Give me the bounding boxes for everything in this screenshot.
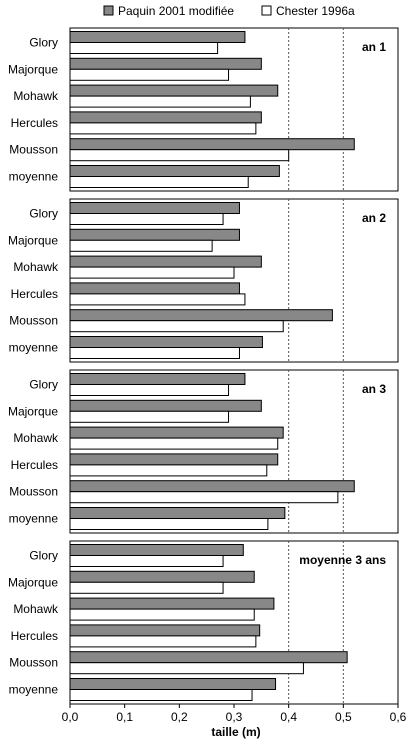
bar-chester — [69, 347, 240, 359]
bar-chester — [69, 662, 304, 675]
bar-paquin — [69, 228, 240, 241]
x-axis-title: taille (m) — [211, 725, 260, 739]
x-tick-label: 0,6 — [390, 710, 407, 724]
category-label: Mohawk — [13, 89, 59, 103]
x-tick-label: 0,5 — [335, 710, 352, 724]
panel-label: moyenne 3 ans — [299, 553, 386, 567]
category-label: moyenne — [9, 170, 59, 184]
bar-paquin — [69, 507, 286, 519]
bar-chester — [69, 266, 235, 279]
category-label: Hercules — [11, 116, 58, 130]
bar-chester — [69, 635, 257, 648]
category-label: moyenne — [9, 341, 59, 355]
x-tick-label: 0,2 — [171, 710, 188, 724]
bar-paquin — [69, 31, 246, 43]
bar-paquin — [69, 282, 240, 295]
x-tick-label: 0,0 — [62, 710, 79, 724]
bar-chester — [69, 437, 279, 450]
bar-paquin — [69, 336, 263, 348]
category-label: Majorque — [8, 404, 58, 418]
bar-chester — [69, 68, 230, 81]
bar-paquin — [69, 399, 262, 412]
panel-label: an 1 — [362, 40, 386, 54]
category-label: Glory — [29, 207, 58, 221]
bar-chester — [69, 491, 339, 504]
bar-paquin — [69, 202, 240, 214]
bar-paquin — [69, 544, 244, 556]
x-tick-label: 0,4 — [280, 710, 297, 724]
x-tick-label: 0,1 — [116, 710, 133, 724]
bar-paquin — [69, 373, 246, 385]
category-label: Mohawk — [13, 260, 59, 274]
category-label: Mousson — [9, 143, 58, 157]
bar-chester — [69, 689, 253, 701]
category-label: moyenne — [9, 512, 59, 526]
panel-label: an 2 — [362, 211, 386, 225]
category-label: Glory — [29, 378, 58, 392]
category-label: Mousson — [9, 656, 58, 670]
category-label: Mousson — [9, 314, 58, 328]
bar-chester — [69, 42, 219, 54]
legend-swatch-chester — [261, 5, 272, 16]
category-label: moyenne — [9, 683, 59, 697]
bar-chester — [69, 213, 224, 225]
bar-chester — [69, 464, 268, 477]
category-label: Mohawk — [13, 431, 59, 445]
bar-chester — [69, 293, 246, 306]
bar-paquin — [69, 138, 355, 151]
category-label: Majorque — [8, 233, 58, 247]
bar-chester — [69, 518, 269, 530]
bar-paquin — [69, 480, 355, 493]
category-label: Glory — [29, 36, 58, 50]
x-tick-label: 0,3 — [226, 710, 243, 724]
bar-paquin — [69, 84, 279, 97]
bar-chester — [69, 176, 249, 188]
bar-paquin — [69, 453, 279, 466]
bar-paquin — [69, 111, 262, 124]
legend-swatch-paquin — [103, 5, 114, 16]
bar-chester — [69, 384, 230, 396]
category-label: Mohawk — [13, 602, 59, 616]
category-label: Hercules — [11, 629, 58, 643]
bar-paquin — [69, 309, 333, 322]
category-label: Majorque — [8, 575, 58, 589]
category-label: Majorque — [8, 62, 58, 76]
bar-chester — [69, 320, 284, 333]
legend-label-paquin: Paquin 2001 modifiée — [118, 4, 234, 18]
category-label: Hercules — [11, 287, 58, 301]
category-label: Mousson — [9, 485, 58, 499]
bar-chester — [69, 149, 290, 162]
bar-chester — [69, 410, 230, 423]
bar-paquin — [69, 426, 284, 439]
bar-chester — [69, 581, 224, 594]
category-label: Glory — [29, 549, 58, 563]
bar-paquin — [69, 165, 280, 177]
bar-paquin — [69, 651, 348, 664]
bar-chester — [69, 95, 251, 108]
bar-chester — [69, 608, 255, 621]
bar-paquin — [69, 624, 261, 637]
panel-label: an 3 — [362, 382, 386, 396]
legend-label-chester: Chester 1996a — [276, 4, 355, 18]
bar-chester — [69, 555, 224, 567]
bar-paquin — [69, 678, 277, 690]
bar-chester — [69, 122, 257, 135]
bar-paquin — [69, 57, 262, 70]
bar-paquin — [69, 597, 275, 610]
bar-paquin — [69, 570, 255, 583]
bar-chester — [69, 239, 213, 252]
category-label: Hercules — [11, 458, 58, 472]
bar-paquin — [69, 255, 262, 268]
